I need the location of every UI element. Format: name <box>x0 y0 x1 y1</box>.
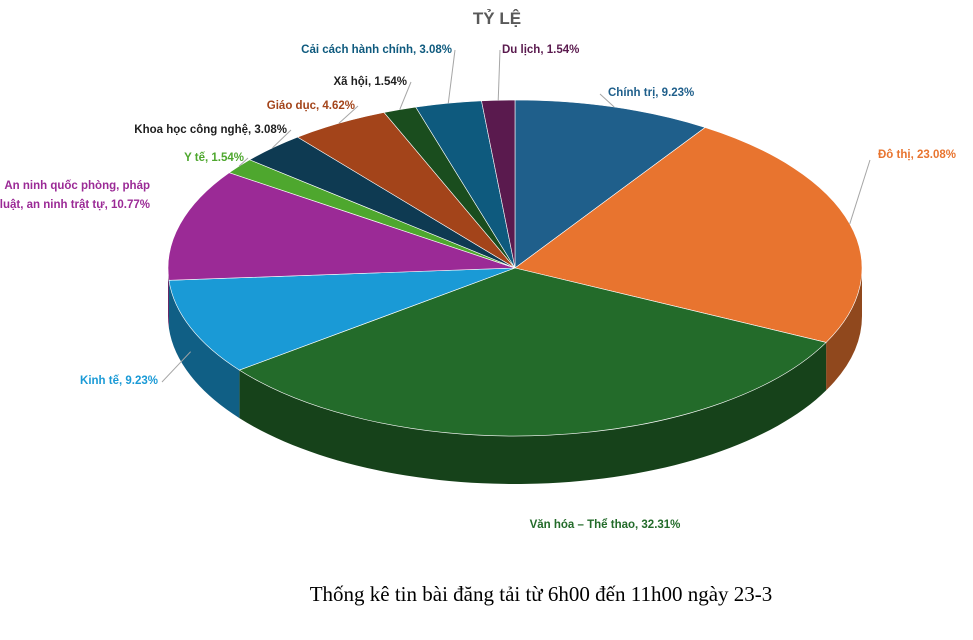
category-label: Y tế <box>184 152 205 164</box>
category-label: Khoa học công nghệ <box>134 124 248 136</box>
category-label: Cải cách hành chính <box>301 44 413 56</box>
slice <box>481 99 516 269</box>
data-label: Y tế, 1.54% <box>184 152 244 164</box>
category-label: Xã hội <box>333 76 368 88</box>
data-label: Văn hóa – Thể thao, 32.31% <box>529 519 681 531</box>
data-label: Chính trị, 9.23% <box>608 87 695 99</box>
leader-line <box>497 49 501 101</box>
leader-line <box>338 105 359 124</box>
value-label: 9.23% <box>125 375 158 387</box>
value-label: 4.62% <box>322 100 355 112</box>
leader-line <box>849 159 871 224</box>
value-label: 32.31% <box>641 519 681 531</box>
category-label: An ninh quốc phòng, pháp luật, an ninh t… <box>0 180 150 211</box>
data-label: Kinh tế, 9.23% <box>80 375 158 387</box>
leader-line <box>161 351 191 383</box>
leader-line <box>447 49 456 104</box>
category-label: Văn hóa – Thể thao <box>529 519 636 531</box>
slice-side <box>826 268 862 391</box>
slice <box>514 99 706 269</box>
data-label: Du lịch, 1.54% <box>502 44 580 56</box>
data-label: Giáo dục, 4.62% <box>266 100 355 112</box>
chart-title: TỶ LỆ <box>472 9 522 28</box>
category-label: Du lịch <box>502 44 541 56</box>
value-label: 1.54% <box>374 76 407 88</box>
data-label: An ninh quốc phòng, pháp luật, an ninh t… <box>0 180 150 211</box>
data-label: Khoa học công nghệ, 3.08% <box>134 124 287 136</box>
value-label: 3.08% <box>419 44 452 56</box>
leader-line <box>272 129 292 149</box>
value-label: 23.08% <box>916 149 956 161</box>
slice <box>168 267 516 371</box>
slice <box>238 267 827 437</box>
data-label: Cải cách hành chính, 3.08% <box>301 44 452 56</box>
value-label: 10.77% <box>110 199 150 211</box>
leader-line <box>599 93 615 108</box>
slice-side <box>168 268 169 329</box>
category-label: Đô thị <box>878 149 911 161</box>
slice-side <box>168 280 240 419</box>
data-label: Xã hội, 1.54% <box>333 76 407 88</box>
value-label: 9.23% <box>661 87 695 99</box>
value-label: 1.54% <box>546 44 580 56</box>
slice-side <box>239 342 827 485</box>
category-label: Chính trị <box>608 87 656 99</box>
category-label: Giáo dục <box>266 100 316 112</box>
leader-line <box>238 157 249 167</box>
slice <box>167 172 516 281</box>
leader-line <box>399 81 412 110</box>
data-label: Đô thị, 23.08% <box>878 149 956 161</box>
value-label: 3.08% <box>254 124 287 136</box>
value-label: 1.54% <box>211 152 244 164</box>
caption: Thống kê tin bài đăng tải từ 6h00 đến 11… <box>309 582 773 606</box>
category-label: Kinh tế <box>80 375 119 387</box>
